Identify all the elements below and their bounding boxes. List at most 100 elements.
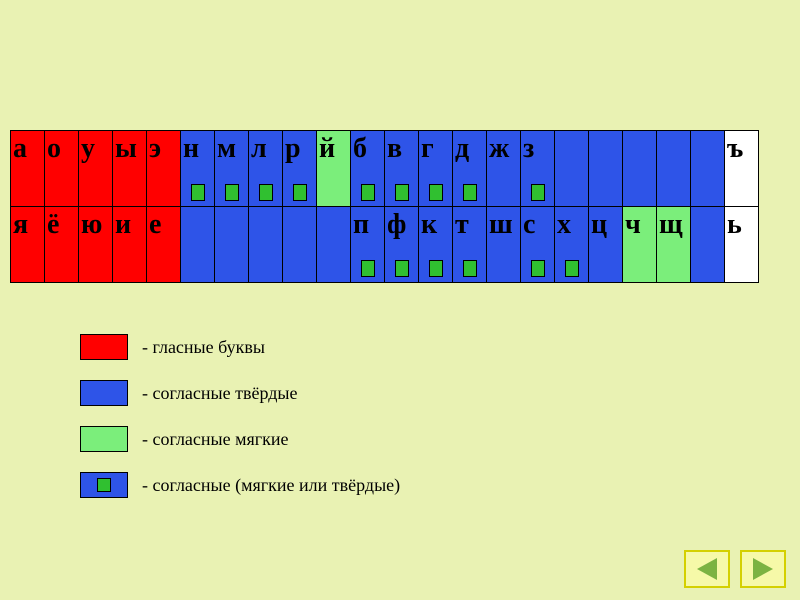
letter-cell: ф: [385, 207, 419, 283]
letter-label: в: [387, 133, 402, 164]
letter-label: д: [455, 133, 469, 164]
letter-label: ъ: [727, 133, 743, 164]
letter-cell: р: [283, 131, 317, 207]
soft-marker-icon: [361, 260, 375, 277]
letter-cell: [691, 131, 725, 207]
letter-cell: и: [113, 207, 147, 283]
letter-cell: [181, 207, 215, 283]
letter-label: ё: [47, 209, 59, 240]
nav-buttons: [684, 550, 786, 588]
letter-label: ф: [387, 209, 406, 240]
letter-label: н: [183, 133, 199, 164]
triangle-left-icon: [697, 558, 717, 580]
letter-cell: й: [317, 131, 351, 207]
letter-label: щ: [659, 209, 683, 240]
letter-cell: ш: [487, 207, 521, 283]
soft-marker-icon: [191, 184, 205, 201]
letter-cell: д: [453, 131, 487, 207]
next-button[interactable]: [740, 550, 786, 588]
letter-cell: у: [79, 131, 113, 207]
letter-cell: п: [351, 207, 385, 283]
letter-cell: [555, 131, 589, 207]
soft-marker-icon: [293, 184, 307, 201]
legend-item: - согласные мягкие: [80, 426, 400, 452]
legend-swatch: [80, 380, 128, 406]
soft-marker-icon: [463, 184, 477, 201]
letter-cell: [589, 131, 623, 207]
letter-label: ю: [81, 209, 102, 240]
soft-marker-icon: [395, 260, 409, 277]
letter-label: у: [81, 133, 95, 164]
letter-cell: з: [521, 131, 555, 207]
letter-label: е: [149, 209, 161, 240]
letter-cell: б: [351, 131, 385, 207]
letter-cell: [623, 131, 657, 207]
letter-cell: ы: [113, 131, 147, 207]
soft-marker-icon: [531, 184, 545, 201]
letter-cell: [215, 207, 249, 283]
soft-marker-icon: [259, 184, 273, 201]
letter-label: с: [523, 209, 535, 240]
letter-label: х: [557, 209, 571, 240]
letter-cell: [283, 207, 317, 283]
letter-cell: ё: [45, 207, 79, 283]
soft-marker-icon: [225, 184, 239, 201]
letter-cell: о: [45, 131, 79, 207]
letter-label: ж: [489, 133, 509, 164]
alphabet-table-container: аоуыэнмлрйбвгджз ъ яёюие пфктшсхцчщ ь: [10, 130, 759, 283]
legend-item: - гласные буквы: [80, 334, 400, 360]
letter-cell: к: [419, 207, 453, 283]
legend-swatch: [80, 472, 128, 498]
letter-label: м: [217, 133, 236, 164]
soft-marker-icon: [429, 184, 443, 201]
letter-label: ь: [727, 209, 742, 240]
letter-cell: в: [385, 131, 419, 207]
letter-cell: с: [521, 207, 555, 283]
letter-cell: м: [215, 131, 249, 207]
letter-cell: я: [11, 207, 45, 283]
alphabet-table: аоуыэнмлрйбвгджз ъ яёюие пфктшсхцчщ ь: [10, 130, 759, 283]
letter-cell: ц: [589, 207, 623, 283]
letter-cell: ь: [725, 207, 759, 283]
soft-marker-icon: [361, 184, 375, 201]
letter-label: ч: [625, 209, 641, 240]
letter-label: б: [353, 133, 367, 164]
letter-label: п: [353, 209, 369, 240]
letter-cell: ж: [487, 131, 521, 207]
legend-swatch: [80, 426, 128, 452]
letter-label: э: [149, 133, 161, 164]
letter-label: к: [421, 209, 437, 240]
soft-marker-icon: [565, 260, 579, 277]
letter-cell: ч: [623, 207, 657, 283]
alphabet-table-body: аоуыэнмлрйбвгджз ъ яёюие пфктшсхцчщ ь: [11, 131, 759, 283]
triangle-right-icon: [753, 558, 773, 580]
letter-cell: э: [147, 131, 181, 207]
letter-cell: [657, 131, 691, 207]
legend-label: - согласные (мягкие или твёрдые): [142, 475, 400, 496]
table-row: аоуыэнмлрйбвгджз ъ: [11, 131, 759, 207]
legend-label: - согласные мягкие: [142, 429, 289, 450]
letter-label: р: [285, 133, 301, 164]
soft-marker-icon: [531, 260, 545, 277]
legend-swatch: [80, 334, 128, 360]
legend-item: - согласные твёрдые: [80, 380, 400, 406]
prev-button[interactable]: [684, 550, 730, 588]
letter-cell: [691, 207, 725, 283]
legend-item: - согласные (мягкие или твёрдые): [80, 472, 400, 498]
letter-cell: г: [419, 131, 453, 207]
letter-cell: х: [555, 207, 589, 283]
legend: - гласные буквы - согласные твёрдые - согл…: [80, 334, 400, 518]
legend-label: - гласные буквы: [142, 337, 265, 358]
letter-cell: [317, 207, 351, 283]
letter-label: л: [251, 133, 267, 164]
letter-label: и: [115, 209, 131, 240]
letter-label: ц: [591, 209, 607, 240]
letter-label: г: [421, 133, 434, 164]
legend-label: - согласные твёрдые: [142, 383, 298, 404]
soft-marker-icon: [463, 260, 477, 277]
letter-cell: а: [11, 131, 45, 207]
letter-label: ы: [115, 133, 137, 164]
page: аоуыэнмлрйбвгджз ъ яёюие пфктшсхцчщ ь - глас…: [0, 0, 800, 600]
letter-cell: ъ: [725, 131, 759, 207]
letter-cell: т: [453, 207, 487, 283]
